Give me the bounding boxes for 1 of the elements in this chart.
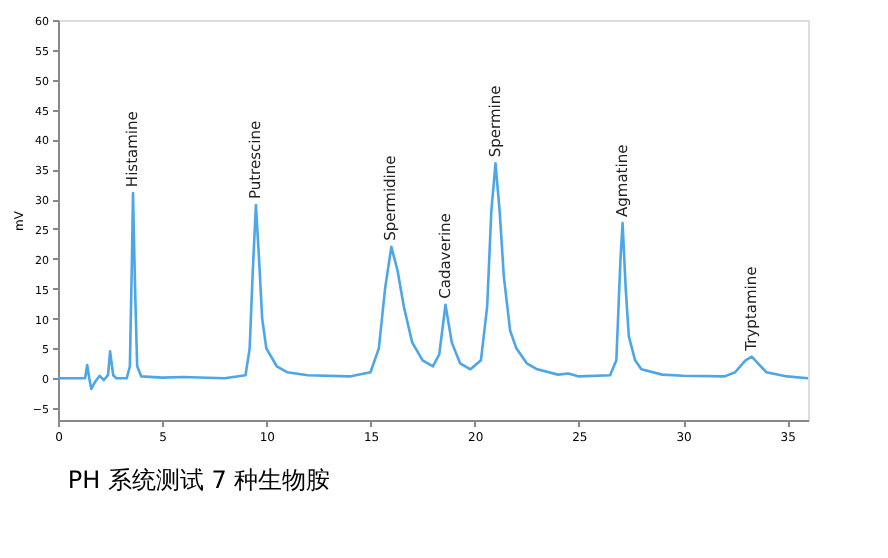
text: PH 系统测试 7 种生物胺 bbox=[67, 466, 331, 494]
